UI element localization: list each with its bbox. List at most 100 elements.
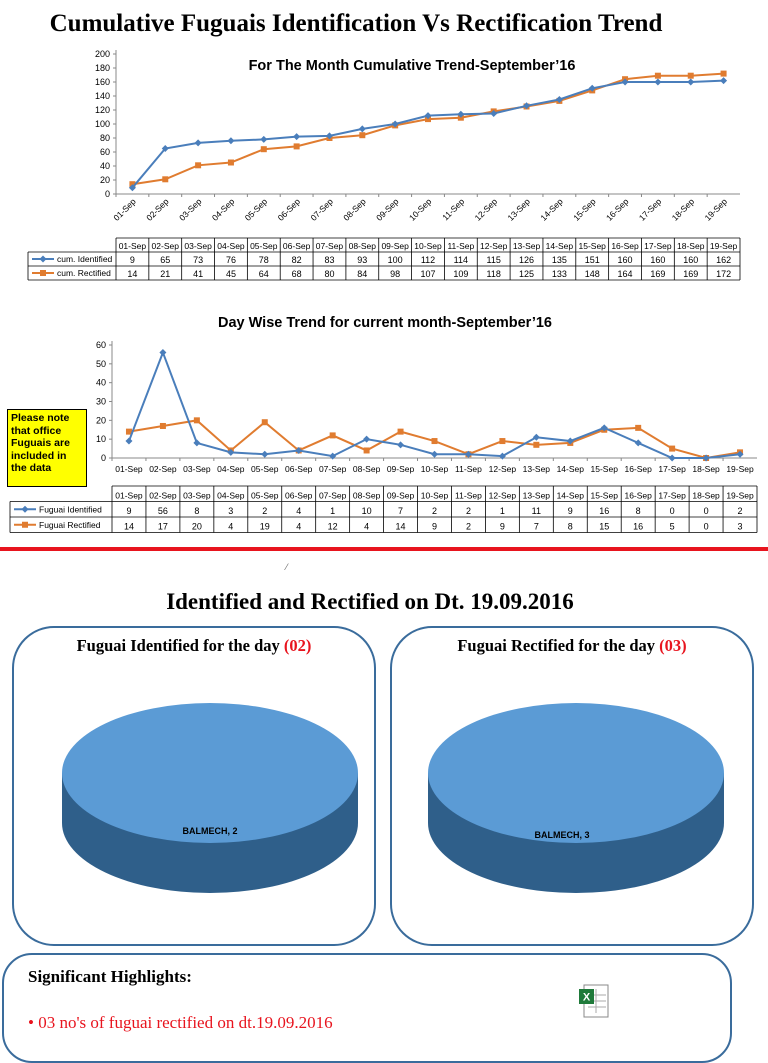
- data-point-rectified: [159, 422, 166, 429]
- table-header-cell: 08-Sep: [353, 491, 381, 501]
- data-point-rectified: [654, 72, 661, 79]
- table-header-cell: 09-Sep: [381, 241, 409, 251]
- x-tick-label: 10-Sep: [421, 464, 449, 474]
- x-tick-label: 06-Sep: [285, 464, 313, 474]
- y-tick-label: 20: [100, 175, 110, 185]
- rectified-count: (03): [659, 636, 687, 655]
- table-header-cell: 03-Sep: [183, 491, 211, 501]
- table-header-cell: 15-Sep: [591, 491, 619, 501]
- y-tick-label: 0: [105, 189, 110, 199]
- rectified-panel: Fuguai Rectified for the day (03) BALMEC…: [390, 626, 754, 946]
- table-value-cell: 9: [500, 522, 505, 532]
- data-point-rectified: [261, 419, 268, 426]
- table-value-cell: 10: [362, 506, 372, 516]
- table-header-cell: 09-Sep: [387, 491, 415, 501]
- page-title: Cumulative Fuguais Identification Vs Rec…: [49, 10, 663, 37]
- data-point-rectified: [363, 447, 370, 454]
- table-value-cell: 164: [618, 269, 633, 279]
- table-header-cell: 05-Sep: [251, 491, 279, 501]
- y-tick-label: 60: [100, 147, 110, 157]
- data-point-identified: [424, 112, 432, 120]
- data-point-identified: [555, 96, 563, 103]
- stray-mark: ⁄: [286, 562, 288, 572]
- data-point-identified: [736, 450, 744, 458]
- data-point-identified: [261, 450, 269, 458]
- x-tick-label: 05-Sep: [243, 196, 270, 223]
- x-tick-label: 06-Sep: [276, 196, 303, 223]
- data-point-rectified: [669, 445, 676, 452]
- table-value-cell: 4: [364, 522, 369, 532]
- x-tick-label: 17-Sep: [658, 464, 686, 474]
- data-point-identified: [194, 139, 202, 147]
- table-value-cell: 21: [160, 269, 170, 279]
- y-tick-label: 50: [96, 359, 106, 369]
- table-value-cell: 114: [454, 255, 468, 265]
- table-value-cell: 151: [585, 255, 600, 265]
- y-tick-label: 120: [95, 105, 110, 115]
- y-tick-label: 40: [100, 161, 110, 171]
- data-point-rectified: [687, 72, 694, 79]
- x-tick-label: 02-Sep: [144, 196, 171, 223]
- x-tick-label: 15-Sep: [591, 464, 619, 474]
- legend-label: cum. Rectified: [57, 268, 111, 278]
- identified-pie-label: BALMECH, 2: [182, 826, 237, 836]
- table-header-cell: 18-Sep: [677, 241, 705, 251]
- data-point-rectified: [499, 438, 506, 445]
- data-point-identified: [490, 110, 498, 117]
- identified-title-text: Fuguai Identified for the day: [76, 636, 280, 655]
- y-tick-label: 10: [96, 434, 106, 444]
- legend-label: Fuguai Identified: [39, 504, 102, 514]
- section-title: Identified and Rectified on Dt. 19.09.20…: [166, 589, 574, 614]
- table-value-cell: 41: [193, 269, 203, 279]
- table-value-cell: 2: [466, 506, 471, 516]
- table-value-cell: 12: [328, 522, 338, 532]
- legend-label: Fuguai Rectified: [39, 520, 101, 530]
- svg-text:X: X: [583, 992, 591, 1004]
- data-point-identified: [600, 424, 608, 432]
- table-header-cell: 14-Sep: [557, 491, 585, 501]
- table-header-cell: 10-Sep: [414, 241, 442, 251]
- table-value-cell: 80: [324, 269, 334, 279]
- highlights-title: Significant Highlights:: [28, 967, 192, 986]
- chart-title: Day Wise Trend for current month-Septemb…: [218, 315, 552, 331]
- data-point-rectified: [193, 417, 200, 424]
- data-point-identified: [498, 452, 506, 460]
- x-tick-label: 13-Sep: [523, 464, 551, 474]
- identified-pie-top: [62, 703, 358, 843]
- table-value-cell: 82: [292, 255, 302, 265]
- data-point-rectified: [162, 176, 169, 183]
- table-header-cell: 15-Sep: [578, 241, 606, 251]
- data-point-identified: [293, 133, 301, 141]
- table-header-cell: 14-Sep: [546, 241, 574, 251]
- data-point-identified: [668, 454, 676, 462]
- x-tick-label: 08-Sep: [341, 196, 368, 223]
- x-tick-label: 16-Sep: [604, 196, 631, 223]
- table-value-cell: 9: [432, 522, 437, 532]
- table-value-cell: 14: [396, 522, 406, 532]
- table-value-cell: 2: [738, 506, 743, 516]
- y-tick-label: 20: [96, 415, 106, 425]
- legend-label: cum. Identified: [57, 254, 113, 264]
- table-value-cell: 68: [292, 269, 302, 279]
- table-value-cell: 115: [487, 255, 501, 265]
- x-tick-label: 07-Sep: [319, 464, 347, 474]
- table-value-cell: 126: [519, 255, 534, 265]
- y-tick-label: 0: [101, 453, 106, 463]
- data-point-rectified: [227, 159, 234, 166]
- data-point-identified: [532, 433, 540, 441]
- x-tick-label: 05-Sep: [251, 464, 279, 474]
- rectified-pie: BALMECH, 3: [428, 703, 724, 893]
- table-value-cell: 16: [633, 522, 643, 532]
- excel-file-icon[interactable]: X: [578, 983, 610, 1019]
- table-header-cell: 08-Sep: [349, 241, 377, 251]
- data-point-identified: [464, 450, 472, 458]
- x-tick-label: 18-Sep: [670, 196, 697, 223]
- table-value-cell: 73: [193, 255, 203, 265]
- table-value-cell: 0: [670, 506, 675, 516]
- x-tick-label: 14-Sep: [538, 196, 565, 223]
- data-point-identified: [358, 125, 366, 133]
- chart-title: For The Month Cumulative Trend-September…: [249, 58, 576, 74]
- table-value-cell: 109: [453, 269, 468, 279]
- x-tick-label: 10-Sep: [407, 196, 434, 223]
- x-tick-label: 18-Sep: [692, 464, 720, 474]
